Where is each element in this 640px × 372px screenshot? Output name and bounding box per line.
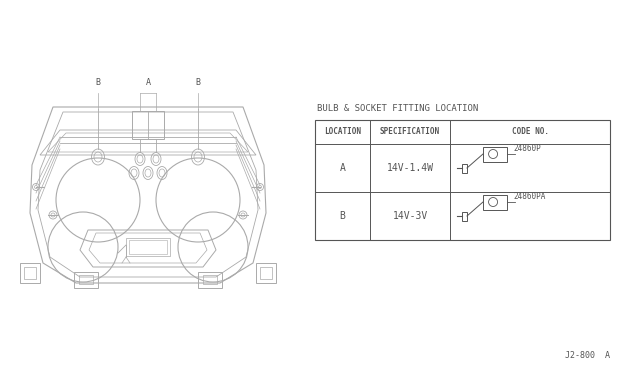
Bar bbox=[203, 275, 217, 284]
Bar bbox=[256, 263, 276, 283]
Bar bbox=[315, 120, 610, 240]
Bar bbox=[483, 195, 507, 209]
Text: 24860P: 24860P bbox=[513, 144, 541, 153]
Text: A: A bbox=[340, 163, 346, 173]
Text: 14V-3V: 14V-3V bbox=[392, 211, 428, 221]
Bar bbox=[126, 238, 170, 256]
Bar bbox=[24, 267, 36, 279]
Bar bbox=[129, 240, 167, 254]
Text: 24860PA: 24860PA bbox=[513, 192, 545, 201]
Text: B: B bbox=[95, 78, 100, 87]
Text: 14V-1.4W: 14V-1.4W bbox=[387, 163, 433, 173]
Text: J2-800  A: J2-800 A bbox=[565, 351, 610, 360]
Bar bbox=[79, 275, 93, 284]
Bar bbox=[132, 111, 164, 139]
Bar bbox=[462, 164, 467, 173]
Bar bbox=[260, 267, 272, 279]
Text: LOCATION: LOCATION bbox=[324, 128, 361, 137]
Text: B: B bbox=[195, 78, 200, 87]
Bar bbox=[483, 147, 507, 161]
Text: B: B bbox=[340, 211, 346, 221]
Bar bbox=[20, 263, 40, 283]
Text: A: A bbox=[145, 78, 150, 87]
Bar bbox=[74, 272, 98, 288]
Text: SPECIFICATION: SPECIFICATION bbox=[380, 128, 440, 137]
Bar bbox=[462, 212, 467, 221]
Bar bbox=[198, 272, 222, 288]
Text: BULB & SOCKET FITTING LOCATION: BULB & SOCKET FITTING LOCATION bbox=[317, 104, 478, 113]
Text: CODE NO.: CODE NO. bbox=[511, 128, 548, 137]
